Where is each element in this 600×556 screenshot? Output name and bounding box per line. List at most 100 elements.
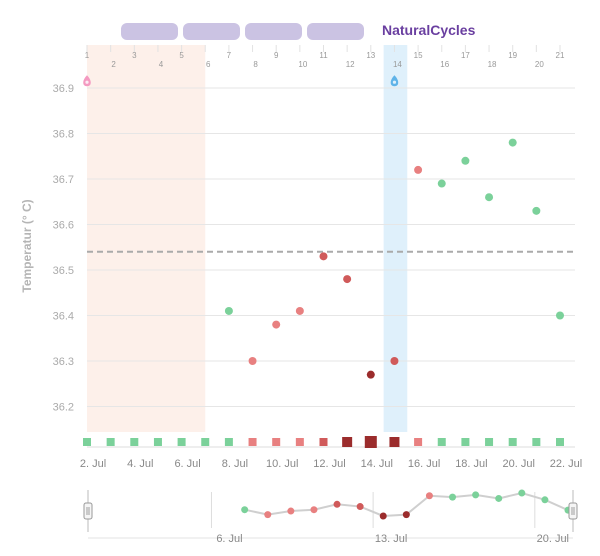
navigator-point bbox=[425, 492, 433, 500]
cycle-day-number: 8 bbox=[253, 60, 258, 69]
y-tick-label: 36.9 bbox=[53, 83, 74, 95]
cycle-day-number: 3 bbox=[132, 51, 137, 60]
cycle-day-number: 2 bbox=[111, 60, 116, 69]
date-label: 2. Jul bbox=[80, 458, 106, 470]
temperature-point bbox=[532, 206, 541, 215]
temperature-point bbox=[437, 179, 446, 188]
date-label: 6. Jul bbox=[174, 458, 200, 470]
cycle-day-number: 7 bbox=[227, 51, 232, 60]
temperature-point bbox=[366, 370, 375, 379]
cycle-day-number: 5 bbox=[179, 51, 184, 60]
date-label: 4. Jul bbox=[127, 458, 153, 470]
nav-pill-4[interactable] bbox=[307, 23, 364, 40]
cycle-day-number: 11 bbox=[319, 51, 328, 60]
period-band bbox=[87, 45, 206, 432]
navigator-point bbox=[541, 496, 549, 504]
day-marker bbox=[130, 438, 139, 446]
temperature-point bbox=[485, 193, 494, 202]
navigator-point bbox=[402, 511, 410, 519]
cycle-day-number: 19 bbox=[508, 51, 517, 60]
date-label: 14. Jul bbox=[361, 458, 393, 470]
temperature-point bbox=[461, 156, 470, 165]
navigator-right-handle[interactable] bbox=[568, 502, 578, 520]
navigator-point bbox=[495, 494, 503, 502]
temperature-point bbox=[508, 138, 517, 147]
cycle-day-number: 10 bbox=[298, 60, 307, 69]
navigator-left-handle[interactable] bbox=[83, 502, 93, 520]
temperature-point bbox=[414, 165, 423, 174]
day-marker bbox=[106, 438, 115, 446]
temperature-point bbox=[319, 252, 328, 261]
day-marker bbox=[389, 437, 400, 447]
day-marker bbox=[461, 438, 470, 446]
temperature-point bbox=[295, 306, 304, 315]
nav-pill-3[interactable] bbox=[245, 23, 302, 40]
navigator-point bbox=[356, 503, 364, 511]
day-marker bbox=[201, 438, 210, 446]
navigator-point bbox=[333, 500, 341, 508]
y-tick-label: 36.8 bbox=[53, 129, 74, 141]
navigator-point bbox=[287, 507, 295, 515]
cycle-day-number: 14 bbox=[393, 60, 402, 69]
cycle-day-number: 17 bbox=[461, 51, 470, 60]
temperature-point bbox=[224, 306, 233, 315]
temperature-point bbox=[248, 357, 257, 365]
y-tick-label: 36.4 bbox=[53, 311, 74, 323]
y-axis-label: Temperatur (° C) bbox=[20, 199, 34, 292]
navigator-point bbox=[264, 511, 272, 519]
day-marker bbox=[153, 438, 162, 446]
cycle-day-number: 4 bbox=[159, 60, 164, 69]
navigator-date-label: 13. Jul bbox=[375, 533, 407, 545]
temperature-point bbox=[556, 311, 564, 320]
day-marker bbox=[83, 438, 91, 446]
date-label: 22. Jul bbox=[550, 458, 582, 470]
cycle-day-number: 21 bbox=[556, 51, 565, 60]
temperature-point bbox=[272, 320, 281, 329]
y-tick-label: 36.3 bbox=[53, 356, 74, 368]
day-marker bbox=[556, 438, 564, 446]
ovulation-band bbox=[383, 45, 408, 432]
day-marker bbox=[437, 438, 446, 446]
brand-title: NaturalCycles bbox=[382, 22, 476, 38]
cycle-day-number: 16 bbox=[440, 60, 449, 69]
day-marker bbox=[485, 438, 494, 446]
date-label: 10. Jul bbox=[266, 458, 298, 470]
date-label: 8. Jul bbox=[222, 458, 248, 470]
day-marker bbox=[364, 436, 377, 448]
navigator-point bbox=[379, 512, 387, 520]
y-tick-label: 36.7 bbox=[53, 174, 74, 186]
date-label: 16. Jul bbox=[408, 458, 440, 470]
navigator-date-label: 20. Jul bbox=[537, 533, 569, 545]
day-marker bbox=[295, 438, 304, 446]
cycle-day-number: 12 bbox=[346, 60, 355, 69]
range-navigator[interactable]: 6. Jul 13. Jul 20. Jul bbox=[83, 489, 578, 545]
cycle-day-number: 18 bbox=[488, 60, 497, 69]
navigator-point bbox=[449, 493, 457, 501]
cycle-day-number: 20 bbox=[535, 60, 544, 69]
cycle-day-number: 13 bbox=[366, 51, 375, 60]
temperature-point bbox=[390, 357, 399, 365]
day-marker bbox=[414, 438, 423, 446]
nav-pill-1[interactable] bbox=[121, 23, 178, 40]
cycle-day-number: 6 bbox=[206, 60, 211, 69]
day-marker bbox=[532, 438, 541, 446]
day-marker bbox=[224, 438, 233, 446]
cycle-day-number: 1 bbox=[85, 51, 90, 60]
navigator-date-label: 6. Jul bbox=[216, 533, 242, 545]
date-label: 12. Jul bbox=[313, 458, 345, 470]
cycle-day-number: 9 bbox=[274, 51, 279, 60]
nav-pill-2[interactable] bbox=[183, 23, 240, 40]
y-tick-label: 36.6 bbox=[53, 220, 74, 232]
day-marker bbox=[319, 438, 328, 446]
date-label: 18. Jul bbox=[455, 458, 487, 470]
navigator-point bbox=[310, 506, 318, 514]
day-marker bbox=[177, 438, 186, 446]
navigator-point bbox=[472, 491, 480, 499]
cycle-day-number: 15 bbox=[414, 51, 423, 60]
day-marker bbox=[248, 438, 257, 446]
drop-highlight bbox=[392, 80, 397, 84]
day-marker bbox=[508, 438, 517, 446]
date-label: 20. Jul bbox=[502, 458, 534, 470]
navigator-point bbox=[241, 506, 249, 514]
navigator-point bbox=[518, 489, 526, 497]
